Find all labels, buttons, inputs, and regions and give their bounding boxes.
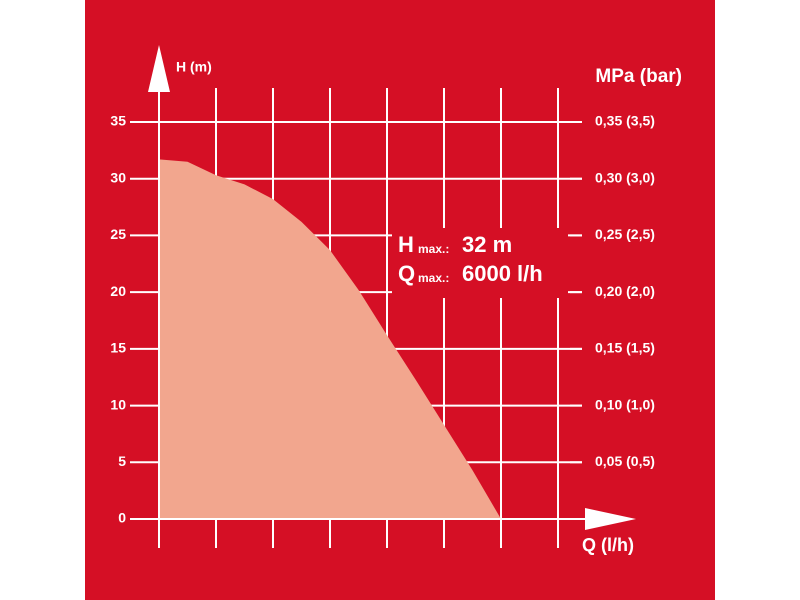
annotation-value: 6000 l/h	[462, 261, 543, 286]
y-axis-arrow	[148, 45, 170, 92]
annotation-symbol: Q	[398, 261, 415, 286]
y2-axis-label: MPa (bar)	[595, 66, 682, 87]
y-tick-label: 30	[110, 169, 126, 185]
y2-tick-label: 0,20 (2,0)	[595, 283, 655, 299]
annotation-symbol: H	[398, 232, 414, 257]
y2-tick-label: 0,25 (2,5)	[595, 226, 655, 242]
y2-tick-label: 0,15 (1,5)	[595, 340, 655, 356]
annotation-sub: max.:	[418, 271, 449, 285]
area	[159, 159, 501, 519]
y2-tick-label: 0,30 (3,0)	[595, 169, 655, 185]
y2-tick-label: 0,10 (1,0)	[595, 396, 655, 412]
y2-tick-label: 0,05 (0,5)	[595, 453, 655, 469]
y2-tick-label: 0,35 (3,5)	[595, 113, 655, 129]
y-tick-label: 20	[110, 283, 126, 299]
y-tick-label: 0	[118, 510, 126, 526]
y-tick-label: 5	[118, 453, 126, 469]
y-tick-label: 25	[110, 226, 126, 242]
x-axis-label: Q (l/h)	[582, 535, 634, 555]
annotation-value: 32 m	[462, 232, 512, 257]
x-axis-arrow	[585, 508, 636, 530]
annotation: H max.: 32 m Q max.: 6000 l/h	[398, 232, 543, 286]
annotation-background	[392, 228, 568, 298]
y-tick-label: 10	[110, 396, 126, 412]
annotation-sub: max.:	[418, 242, 449, 256]
y-tick-label: 35	[110, 113, 126, 129]
y-tick-label: 15	[110, 340, 126, 356]
y-axis-label: H (m)	[176, 59, 212, 75]
